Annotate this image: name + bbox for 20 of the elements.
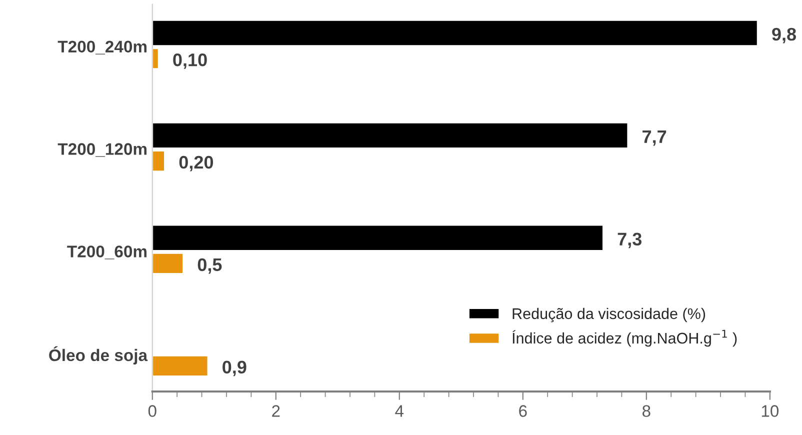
legend-label: Redução da viscosidade (%) (512, 308, 706, 322)
data-label: 9,8 (772, 28, 796, 44)
x-tick-label: 8 (642, 405, 650, 417)
data-label: 0,10 (173, 53, 207, 69)
x-tick-label: 6 (519, 405, 527, 417)
x-tick-label: 10 (762, 405, 779, 417)
bar (152, 354, 209, 377)
x-tick-label: 4 (395, 405, 404, 417)
y-tick-label: Óleo de soja (49, 346, 148, 364)
data-label: 7,3 (618, 232, 642, 248)
data-label: 0,20 (179, 156, 214, 172)
x-tick-label: 2 (272, 405, 280, 417)
data-label: 0,5 (198, 258, 222, 274)
y-tick-label: T200_60m (67, 246, 146, 260)
data-label: 0,9 (222, 360, 246, 376)
x-tick-label: 0 (148, 405, 156, 417)
data-label: 7,7 (642, 130, 666, 146)
legend-label: Índice de acidez (mg.NaOH.g$^{−1}$ ) (512, 330, 737, 347)
y-tick-label: T200_240m (58, 40, 146, 54)
y-tick-label: T200_120m (58, 143, 146, 157)
